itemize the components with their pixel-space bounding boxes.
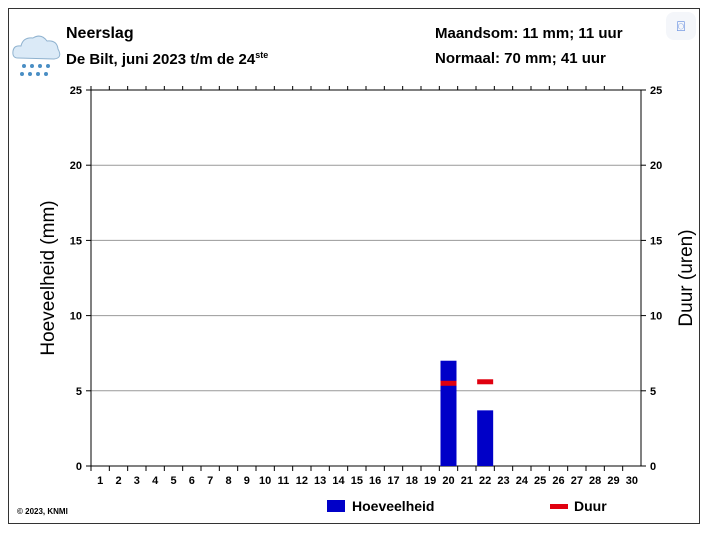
- x-tick-label: 9: [244, 475, 250, 487]
- y2-tick-label: 20: [650, 160, 662, 172]
- x-tick-label: 30: [626, 475, 638, 487]
- y-tick-label: 20: [70, 160, 82, 172]
- bar-day-20: [440, 360, 457, 466]
- y-axis-label: Hoeveelheid (mm): [38, 200, 59, 355]
- x-tick-label: 23: [497, 475, 509, 487]
- normal-values: Normaal: 70 mm; 41 uur: [435, 50, 606, 67]
- legend-label-hoeveelheid: Hoeveelheid: [352, 498, 434, 514]
- x-tick-label: 24: [516, 475, 529, 487]
- plot-area: [90, 89, 642, 467]
- x-tick-label: 8: [225, 475, 231, 487]
- y-tick-label: 15: [70, 235, 82, 247]
- x-tick-label: 1: [97, 475, 103, 487]
- legend-swatch-hoeveelheid: [327, 500, 345, 512]
- y-tick-label: 0: [76, 461, 82, 473]
- x-tick-label: 26: [552, 475, 564, 487]
- scan-icon[interactable]: ⌼: [666, 12, 696, 40]
- x-tick-label: 17: [387, 475, 399, 487]
- duur-marker-day-20: [440, 380, 457, 386]
- bar-day-22: [477, 410, 494, 466]
- x-tick-label: 2: [115, 475, 121, 487]
- x-tick-label: 6: [189, 475, 195, 487]
- y-tick-label: 5: [76, 386, 82, 398]
- x-tick-label: 5: [170, 475, 176, 487]
- duur-marker-day-22: [477, 379, 494, 385]
- y2-tick-label: 0: [650, 461, 656, 473]
- x-tick-label: 16: [369, 475, 381, 487]
- month-sum: Maandsom: 11 mm; 11 uur: [435, 25, 623, 42]
- y2-tick-label: 15: [650, 235, 662, 247]
- x-tick-label: 29: [607, 475, 619, 487]
- copyright: © 2023, KNMI: [17, 507, 68, 516]
- y-tick-label: 10: [70, 311, 82, 323]
- chart-title: Neerslag: [66, 25, 134, 42]
- y2-axis-label: Duur (uren): [676, 229, 697, 326]
- x-tick-label: 11: [278, 475, 290, 487]
- subtitle-text: De Bilt, juni 2023 t/m de 24: [66, 51, 256, 68]
- x-tick-label: 3: [134, 475, 140, 487]
- y-tick-label: 25: [70, 85, 82, 97]
- x-tick-label: 20: [442, 475, 454, 487]
- x-tick-label: 14: [332, 475, 345, 487]
- y2-tick-label: 5: [650, 386, 656, 398]
- legend-swatch-duur: [550, 504, 568, 509]
- x-tick-label: 10: [259, 475, 271, 487]
- subtitle-sup: ste: [255, 50, 269, 60]
- rain-cloud-icon: [10, 28, 64, 85]
- x-tick-label: 18: [406, 475, 418, 487]
- x-tick-label: 7: [207, 475, 213, 487]
- x-tick-label: 12: [296, 475, 308, 487]
- x-tick-label: 15: [351, 475, 363, 487]
- x-tick-label: 25: [534, 475, 546, 487]
- y2-tick-label: 25: [650, 85, 662, 97]
- chart-frame: [8, 8, 700, 524]
- legend-label-duur: Duur: [574, 498, 607, 514]
- chart-subtitle: De Bilt, juni 2023 t/m de 24ste: [66, 50, 268, 68]
- x-tick-label: 13: [314, 475, 326, 487]
- x-tick-label: 28: [589, 475, 601, 487]
- x-tick-label: 21: [461, 475, 473, 487]
- y2-tick-label: 10: [650, 311, 662, 323]
- x-tick-label: 22: [479, 475, 491, 487]
- x-tick-label: 4: [152, 475, 159, 487]
- x-tick-label: 27: [571, 475, 583, 487]
- x-tick-label: 19: [424, 475, 436, 487]
